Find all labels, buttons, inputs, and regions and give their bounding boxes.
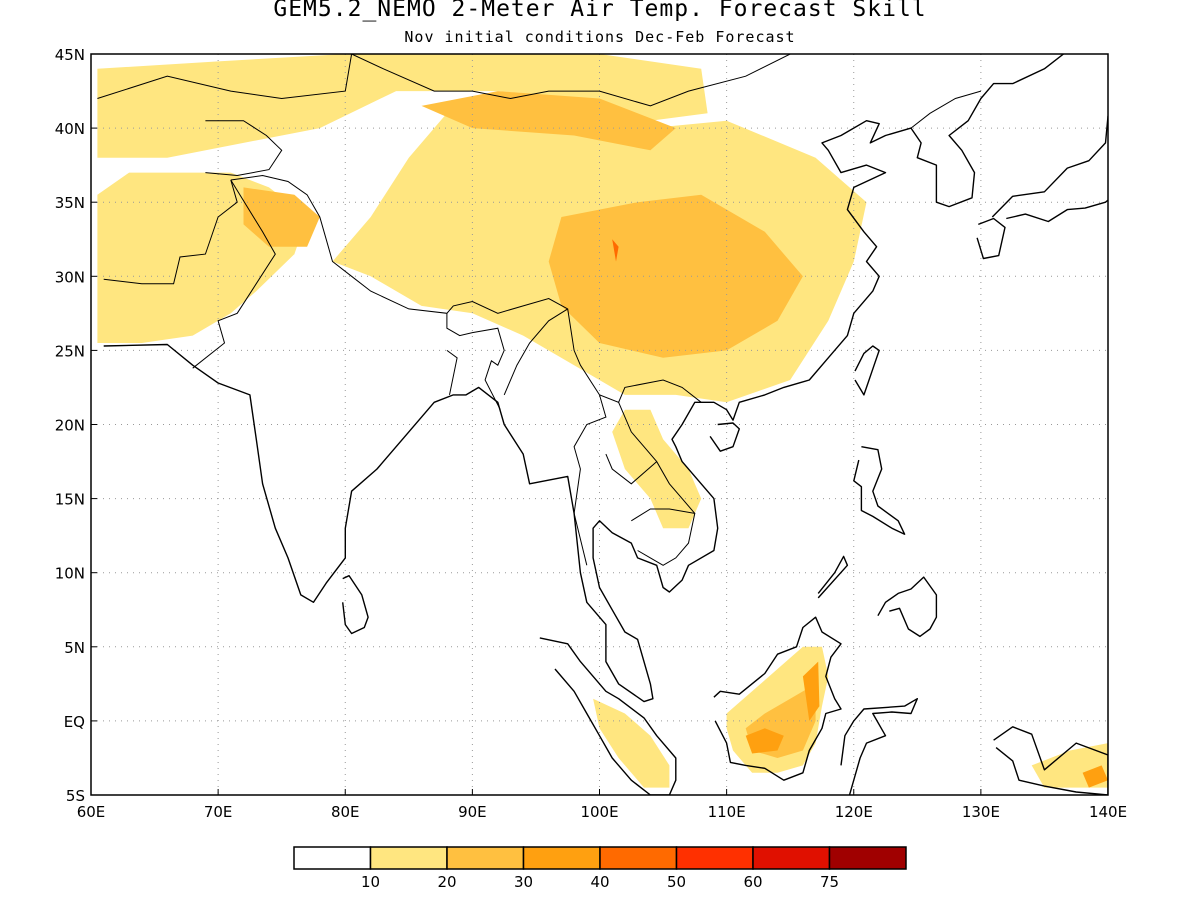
- skill-shading: [97, 54, 1108, 788]
- lat-tick-label: 15N: [55, 491, 85, 509]
- lat-tick-label: 40N: [55, 120, 85, 138]
- coastline-hainan: [709, 422, 740, 452]
- map-subtitle: Nov initial conditions Dec-Feb Forecast: [404, 28, 796, 46]
- country-border: [631, 508, 696, 566]
- country-border: [351, 54, 791, 107]
- coastline-india: [103, 54, 1064, 703]
- skill-region-sichuan-spot: [612, 239, 619, 262]
- longitude-tick-labels: 60E 70E 80E 90E 100E 110E 120E 130E 140E: [77, 789, 1127, 821]
- coastline-sumatra: [539, 637, 677, 795]
- skill-region-mongolia-arc: [421, 91, 676, 151]
- coastline-sri-lanka: [342, 575, 369, 635]
- coastline-japan-kyushu: [976, 217, 1006, 260]
- country-border: [446, 349, 458, 396]
- country-border: [573, 394, 607, 566]
- map-title: GEM5.2_NEMO 2-Meter Air Temp. Forecast S…: [273, 0, 927, 22]
- coastline-taiwan: [854, 345, 880, 396]
- lon-tick-label: 120E: [835, 803, 873, 821]
- lat-tick-label: 20N: [55, 417, 85, 435]
- coastline-new-guinea-west: [993, 726, 1108, 795]
- lon-tick-label: 110E: [708, 803, 746, 821]
- country-borders: [97, 54, 982, 566]
- skill-region-china-core: [548, 194, 803, 358]
- lat-tick-label: 25N: [55, 342, 85, 360]
- country-border: [910, 90, 982, 129]
- coastline-japan-honshu: [991, 115, 1108, 223]
- lon-tick-label: 60E: [77, 803, 106, 821]
- coastline-japan-hokkaido: [1107, 104, 1108, 106]
- coastline-mindanao: [877, 576, 938, 638]
- skill-region-central-asia-north: [97, 54, 708, 158]
- skill-region-indochina: [612, 409, 702, 529]
- lon-tick-label: 100E: [580, 803, 618, 821]
- country-border: [192, 179, 276, 369]
- lat-tick-label: EQ: [64, 713, 85, 731]
- skill-region-new-guinea-hot: [1082, 765, 1108, 788]
- lon-tick-label: 70E: [204, 803, 233, 821]
- lon-tick-label: 130E: [962, 803, 1000, 821]
- skill-region-borneo-east-hot: [802, 661, 820, 721]
- country-border: [97, 54, 353, 100]
- lon-tick-label: 140E: [1089, 803, 1127, 821]
- country-border: [103, 179, 238, 285]
- lon-tick-label: 90E: [458, 803, 487, 821]
- latitude-tick-labels: 45N 40N 35N 30N 25N 20N 15N 10N 5N EQ 5S: [55, 46, 97, 805]
- skill-region-sumatra: [593, 698, 670, 788]
- lat-tick-label: 35N: [55, 194, 85, 212]
- lon-tick-label: 80E: [331, 803, 360, 821]
- lat-tick-label: 30N: [55, 268, 85, 286]
- lat-tick-label: 10N: [55, 565, 85, 583]
- coastline-borneo: [713, 616, 842, 781]
- country-border: [205, 120, 283, 177]
- coastline-palawan: [817, 555, 849, 599]
- country-border: [605, 453, 658, 485]
- lat-tick-label: 5S: [66, 787, 85, 805]
- lat-tick-label: 45N: [55, 46, 85, 64]
- coastline-luzon: [853, 446, 906, 535]
- skill-region-borneo-hot: [745, 728, 784, 754]
- country-border: [503, 308, 568, 396]
- country-border: [446, 313, 505, 410]
- coastline-sulawesi: [840, 698, 918, 795]
- coastlines: [103, 54, 1108, 795]
- lat-tick-label: 5N: [64, 639, 85, 657]
